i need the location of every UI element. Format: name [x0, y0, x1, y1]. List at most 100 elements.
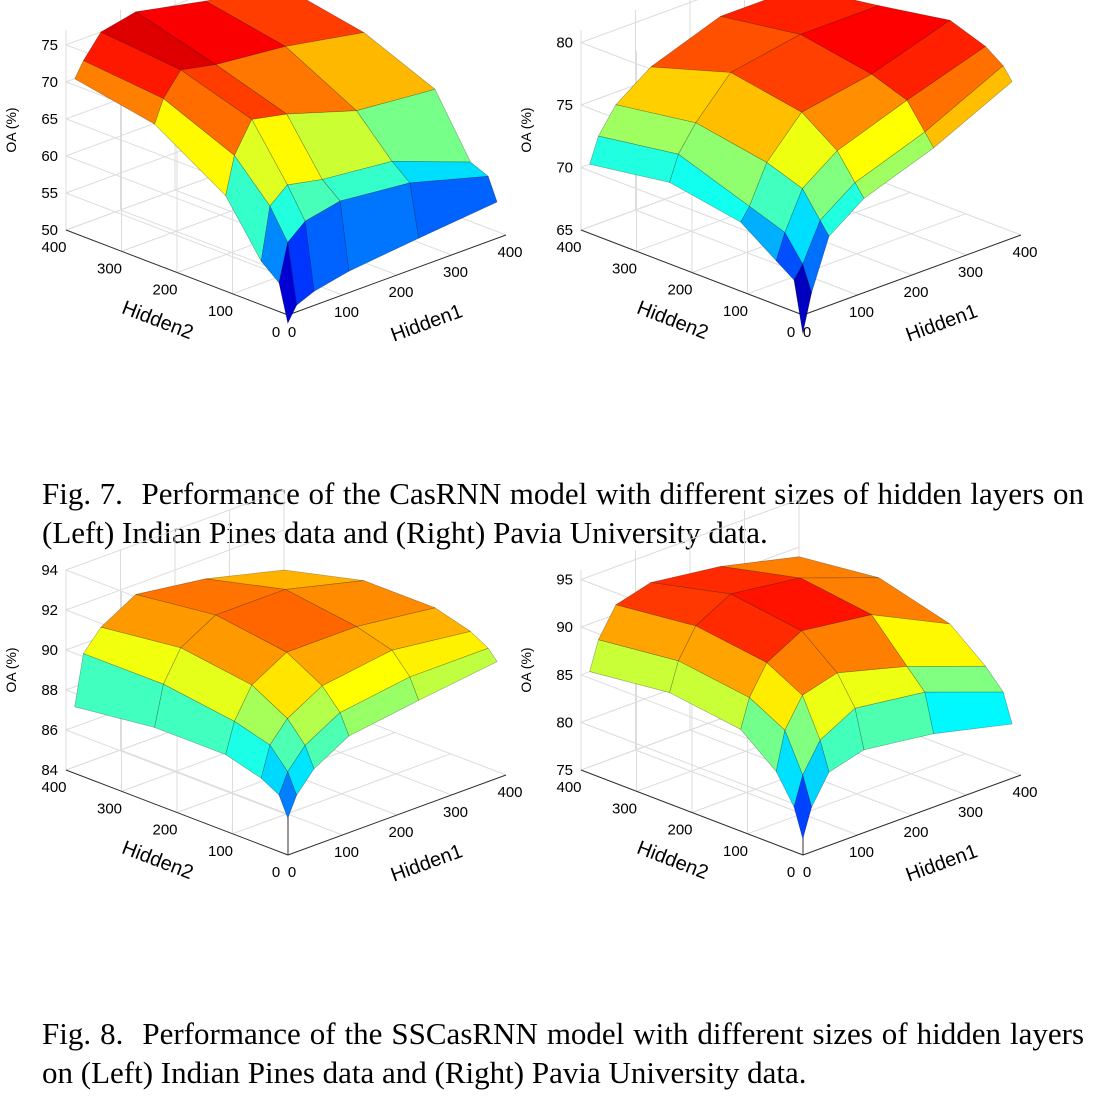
x-tick-label: 100: [849, 844, 874, 861]
z-tick-label: 60: [41, 148, 58, 165]
z-tick-label: 75: [556, 97, 573, 114]
x-tick-label: 0: [803, 864, 811, 881]
x-tick-label: 300: [443, 264, 468, 281]
surface-patch: [924, 691, 1013, 735]
surface-patch: [278, 770, 297, 820]
z-tick-label: 65: [41, 111, 58, 128]
z-tick-label: 84: [41, 762, 58, 779]
surface-patch: [589, 135, 679, 183]
y-tick-label: 0: [272, 864, 280, 881]
y-tick-label: 400: [556, 239, 581, 256]
surface-patch: [924, 65, 1013, 149]
x-tick-label: 100: [849, 304, 874, 321]
surface-patch: [802, 150, 856, 221]
x-axis-title: Hidden1: [903, 840, 981, 886]
surface-patch: [339, 676, 419, 737]
y-tick-label: 200: [667, 822, 692, 839]
y-tick-label: 0: [787, 324, 795, 341]
y-tick-label: 400: [41, 779, 66, 796]
surface-patch: [677, 625, 768, 699]
y-tick-label: 0: [272, 324, 280, 341]
surface: [74, 0, 498, 325]
y-tick-label: 100: [208, 303, 233, 320]
z-tick-label: 50: [41, 222, 58, 239]
z-tick-label: 86: [41, 722, 58, 739]
x-tick-label: 200: [903, 824, 928, 841]
surface-patch: [854, 691, 934, 751]
surface-patch: [287, 744, 315, 796]
x-tick-label: 200: [388, 824, 413, 841]
x-tick-label: 300: [958, 804, 983, 821]
surface: [589, 0, 1013, 334]
surface-patch: [278, 242, 297, 325]
x-tick-label: 400: [1012, 244, 1037, 261]
x-axis-title: Hidden1: [903, 300, 981, 346]
surface-patch: [649, 15, 802, 73]
surface-plot-fig8-left: 84 86 88 90 92 94 0 100 200 300 400 0 100 200 300 400 Hi…: [3, 489, 523, 886]
surface: [589, 556, 1013, 841]
z-tick-label: 94: [41, 562, 58, 579]
z-tick-label: 55: [41, 185, 58, 202]
surface-patch: [819, 182, 865, 237]
x-tick-label: 100: [334, 844, 359, 861]
z-axis-title: OA (%): [3, 107, 19, 152]
y-tick-label: 200: [152, 282, 177, 299]
x-tick-label: 400: [497, 244, 522, 261]
y-tick-label: 300: [97, 800, 122, 817]
surface-patch: [409, 647, 498, 701]
z-axis-title: OA (%): [518, 107, 534, 152]
z-tick-label: 70: [41, 74, 58, 91]
x-tick-label: 300: [443, 804, 468, 821]
z-tick-label: 80: [556, 35, 573, 52]
y-tick-label: 100: [723, 303, 748, 320]
surface-patch: [287, 220, 315, 306]
y-axis-title: Hidden2: [119, 297, 196, 344]
y-tick-label: 400: [41, 239, 66, 256]
x-tick-label: 200: [903, 284, 928, 301]
surface: [74, 569, 498, 820]
figure-label: Fig. 8.: [42, 1016, 124, 1051]
z-tick-label: 70: [556, 160, 573, 177]
x-tick-label: 300: [958, 264, 983, 281]
x-tick-label: 100: [334, 304, 359, 321]
x-tick-label: 0: [288, 324, 296, 341]
surface-patch: [854, 131, 934, 199]
figure-caption-text: Performance of the SSCasRNN model with d…: [42, 1016, 1085, 1090]
x-tick-label: 0: [288, 864, 296, 881]
surface-patch: [82, 626, 182, 685]
figure-label: Fig. 7.: [42, 476, 123, 511]
surface-plot-fig7-left: 50 55 60 65 70 75 0 100 200 300 400 0 100 200 300 400 Hi…: [3, 0, 523, 346]
surface-patch: [793, 263, 812, 334]
y-tick-label: 200: [667, 282, 692, 299]
z-tick-label: 75: [41, 37, 58, 54]
figure-caption-fig7: Fig. 7. Performance of the CasRNN model …: [42, 474, 1084, 552]
surface-patch: [615, 66, 732, 124]
surface-patch: [802, 219, 830, 294]
figure-caption-text: Performance of the CasRNN model with dif…: [42, 476, 1085, 550]
z-tick-label: 80: [556, 714, 573, 731]
x-tick-label: 0: [803, 324, 811, 341]
x-tick-label: 400: [1012, 784, 1037, 801]
surface-patch: [339, 182, 419, 272]
y-tick-label: 300: [612, 260, 637, 277]
surface-patch: [870, 614, 987, 667]
surface-patch: [74, 653, 164, 728]
surface-patch: [304, 712, 350, 770]
surface-patch: [819, 707, 865, 773]
y-tick-label: 100: [723, 843, 748, 860]
surface-plot-fig8-right: 75 80 85 90 95 0 100 200 300 400 0 100 200 300 400 Hidd…: [518, 490, 1038, 886]
x-axis-title: Hidden1: [388, 840, 466, 886]
y-tick-label: 300: [612, 800, 637, 817]
y-axis-title: Hidden2: [119, 837, 196, 884]
x-tick-label: 400: [497, 784, 522, 801]
surface-patch: [802, 739, 830, 808]
y-tick-label: 400: [556, 779, 581, 796]
figure-caption-fig8: Fig. 8. Performance of the SSCasRNN mode…: [42, 1014, 1084, 1092]
z-tick-label: 85: [556, 667, 573, 684]
surface-patch: [214, 46, 358, 115]
z-tick-label: 92: [41, 602, 58, 619]
x-axis-title: Hidden1: [388, 300, 466, 346]
z-tick-label: 90: [41, 642, 58, 659]
surface-patch: [409, 175, 498, 239]
y-tick-label: 0: [787, 864, 795, 881]
